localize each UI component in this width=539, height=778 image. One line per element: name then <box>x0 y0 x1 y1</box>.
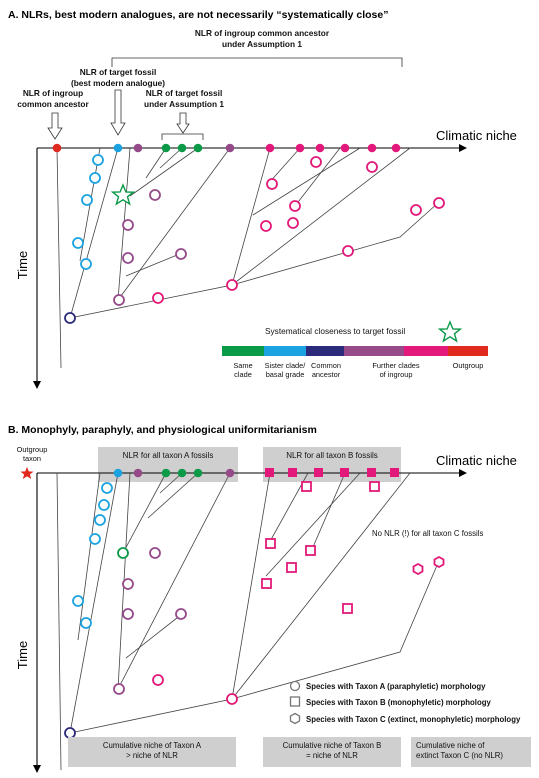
scale-label-sister-2: basal grade <box>266 370 305 379</box>
legend-label-c: Species with Taxon C (extinct, monophyle… <box>306 715 521 724</box>
niche-taxon-c-label-2: extinct Taxon C (no NLR) <box>416 751 503 760</box>
panel-b: B. Monophyly, paraphyly, and physiologic… <box>8 424 531 773</box>
niche-taxon-a-label-1: Cumulative niche of Taxon A <box>103 741 202 750</box>
ingroup-ancestor-annotation: NLR of ingroup common ancestor <box>17 88 90 140</box>
tip-purple <box>133 143 143 153</box>
best-analogue-label-1: NLR of target fossil <box>80 67 157 77</box>
time-axis-label: Time <box>15 251 30 279</box>
axis-tips-a <box>52 143 401 153</box>
best-analogue-arrow-icon <box>110 89 126 136</box>
best-analogue-label-2: (best modern analogue) <box>71 78 165 88</box>
niche-taxon-a-label-2: > niche of NLR <box>126 751 178 760</box>
panel-a: A. NLRs, best modern analogues, are not … <box>8 9 517 389</box>
scale-further-clades-purple <box>344 346 404 356</box>
fossil-nodes-b-squares <box>261 481 380 614</box>
tip-green-2 <box>177 143 187 153</box>
scale-label-same-2: clade <box>234 370 252 379</box>
scale-label-same-1: Same <box>233 361 252 370</box>
scale-label-ancestor-2: ancestor <box>312 370 341 379</box>
panel-b-title: B. Monophyly, paraphyly, and physiologic… <box>8 424 317 436</box>
outgroup-label-1: Outgroup <box>17 445 48 454</box>
ingroup-ancestor-assumption-bracket: NLR of ingroup common ancestor under Ass… <box>111 28 403 67</box>
legend-label-a: Species with Taxon A (paraphyletic) morp… <box>306 682 486 691</box>
target-assumption-label-2: under Assumption 1 <box>144 99 224 109</box>
fossil-nodes-b-circles <box>64 482 238 739</box>
bracket-line <box>111 57 403 67</box>
tip-magenta-6 <box>391 143 401 153</box>
tip-magenta-2 <box>295 143 305 153</box>
legend-square-icon <box>289 696 301 707</box>
scale-further-clades-magenta <box>404 346 448 356</box>
climatic-niche-axis-label-b: Climatic niche <box>436 453 517 468</box>
nlr-taxon-b-box <box>263 447 401 482</box>
outgroup-label-2: taxon <box>23 454 41 463</box>
target-fossil-star-icon <box>110 183 136 206</box>
no-nlr-label: No NLR (!) for all taxon C fossils <box>372 529 483 538</box>
legend-circle-icon <box>289 680 301 692</box>
tip-magenta-4 <box>340 143 350 153</box>
niche-taxon-b-label-1: Cumulative niche of Taxon B <box>283 741 382 750</box>
ingroup-ancestor-arrow-icon <box>47 112 63 140</box>
tip-outgroup <box>52 143 62 153</box>
tip-green-3 <box>193 143 203 153</box>
ingroup-ancestor-label-2: common ancestor <box>17 99 89 109</box>
closeness-star-icon <box>437 320 463 343</box>
ingroup-ancestor-assumption-label-1: NLR of ingroup common ancestor <box>195 28 330 38</box>
scale-label-sister-1: Sister clade/ <box>265 361 307 370</box>
target-assumption-annotation: NLR of target fossil under Assumption 1 <box>144 88 224 140</box>
tip-green-1 <box>161 143 171 153</box>
scale-label-further-2: of ingroup <box>380 370 413 379</box>
tip-magenta-3 <box>315 143 325 153</box>
axis-tips-b <box>113 468 399 478</box>
time-axis-label-b: Time <box>15 641 30 669</box>
niche-taxon-b-box <box>263 737 401 767</box>
scale-label-ancestor-1: Common <box>311 361 341 370</box>
fossil-nodes-b-hexagons <box>412 555 445 576</box>
shape-legend: Species with Taxon A (paraphyletic) morp… <box>289 680 521 725</box>
climatic-niche-axis-label: Climatic niche <box>436 128 517 143</box>
closeness-legend: Systematical closeness to target fossil … <box>222 320 488 379</box>
scale-same-clade <box>222 346 264 356</box>
scale-label-further-1: Further clades <box>372 361 420 370</box>
ingroup-ancestor-assumption-label-2: under Assumption 1 <box>222 39 302 49</box>
legend-label-b: Species with Taxon B (monophyletic) morp… <box>306 698 491 707</box>
phylogeny-tree-b <box>56 472 439 771</box>
nlr-taxon-a-label: NLR for all taxon A fossils <box>123 451 214 460</box>
fossil-nodes-a <box>64 154 445 324</box>
scale-outgroup <box>448 346 488 356</box>
niche-taxon-a-box <box>68 737 236 767</box>
panel-a-title: A. NLRs, best modern analogues, are not … <box>8 9 388 21</box>
tip-blue <box>113 143 123 153</box>
niche-taxon-b-label-2: = niche of NLR <box>306 751 358 760</box>
nlr-taxon-b-label: NLR for all taxon B fossils <box>286 451 378 460</box>
tip-magenta-5 <box>367 143 377 153</box>
target-assumption-label-1: NLR of target fossil <box>146 88 223 98</box>
tip-magenta-1 <box>265 143 275 153</box>
outgroup-star-icon <box>20 467 34 479</box>
target-bracket-line <box>161 133 204 140</box>
niche-taxon-c-label-1: Cumulative niche of <box>416 741 485 750</box>
ingroup-ancestor-label-1: NLR of ingroup <box>23 88 83 98</box>
niche-taxon-c-box <box>411 737 531 767</box>
best-analogue-annotation: NLR of target fossil (best modern analog… <box>71 67 165 136</box>
phylogeny-tree-a <box>56 147 439 369</box>
closeness-title: Systematical closeness to target fossil <box>265 326 405 336</box>
legend-hexagon-icon <box>289 712 301 725</box>
tip-purple-2 <box>225 143 235 153</box>
scale-label-outgroup: Outgroup <box>453 361 484 370</box>
scale-sister-clade <box>264 346 306 356</box>
target-assumption-arrow-icon <box>176 112 190 134</box>
scale-common-ancestor <box>306 346 344 356</box>
